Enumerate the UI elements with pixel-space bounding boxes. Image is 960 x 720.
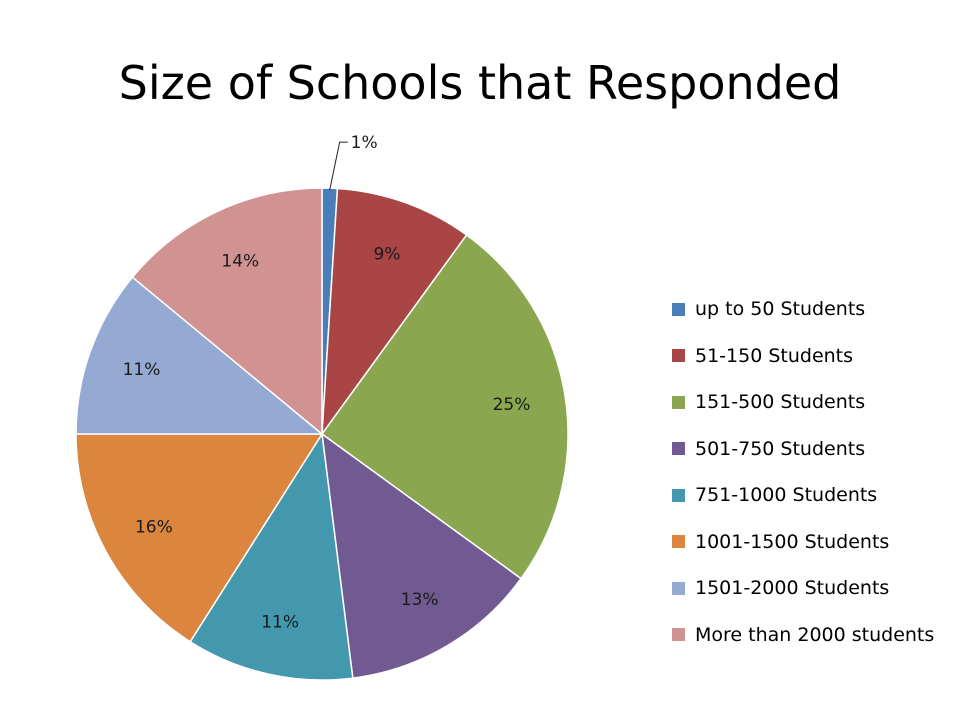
pie-slice-2 bbox=[321, 187, 468, 437]
slice-label-8: 14% bbox=[221, 251, 259, 271]
pie-slice-3 bbox=[320, 233, 569, 580]
slice-label-7: 11% bbox=[123, 360, 161, 380]
legend-swatch-4 bbox=[672, 442, 685, 456]
chart-title: Size of Schools that Responded bbox=[118, 56, 842, 110]
legend-item-4: 501-750 Students bbox=[672, 426, 934, 473]
slice-label-3: 25% bbox=[493, 395, 531, 415]
legend-item-8: More than 2000 students bbox=[672, 612, 934, 659]
legend-swatch-5 bbox=[672, 488, 685, 502]
pie-slice-4 bbox=[321, 432, 523, 679]
pie-slice-5 bbox=[189, 431, 354, 681]
slice-label-4: 13% bbox=[401, 590, 439, 610]
slice-label-6: 16% bbox=[135, 517, 173, 537]
legend-label-4: 501-750 Students bbox=[695, 437, 866, 460]
legend-swatch-2 bbox=[672, 349, 685, 363]
slice-label-5: 11% bbox=[261, 612, 299, 632]
legend-item-3: 151-500 Students bbox=[672, 379, 934, 426]
slice-leader-line-1 bbox=[329, 141, 348, 191]
pie-slice-6 bbox=[75, 433, 324, 643]
legend-label-7: 1501-2000 Students bbox=[695, 577, 890, 600]
legend-swatch-8 bbox=[672, 628, 685, 642]
legend-label-2: 51-150 Students bbox=[695, 344, 854, 367]
legend-label-1: up to 50 Students bbox=[695, 298, 866, 321]
legend-swatch-3 bbox=[672, 395, 685, 409]
legend-label-5: 751-1000 Students bbox=[695, 484, 878, 507]
pie-slice-8 bbox=[131, 187, 323, 436]
slice-label-2: 9% bbox=[374, 244, 401, 264]
legend-swatch-6 bbox=[672, 535, 685, 549]
legend-swatch-7 bbox=[672, 581, 685, 595]
slice-label-1: 1% bbox=[351, 133, 378, 153]
chart-legend: up to 50 Students 51-150 Students 151-500 … bbox=[672, 286, 934, 658]
legend-item-2: 51-150 Students bbox=[672, 333, 934, 380]
legend-item-1: up to 50 Students bbox=[672, 286, 934, 333]
pie-slice-7 bbox=[75, 276, 325, 435]
legend-label-6: 1001-1500 Students bbox=[695, 530, 890, 553]
legend-item-7: 1501-2000 Students bbox=[672, 565, 934, 612]
legend-label-8: More than 2000 students bbox=[695, 623, 935, 646]
legend-item-5: 751-1000 Students bbox=[672, 472, 934, 519]
legend-label-3: 151-500 Students bbox=[695, 391, 866, 414]
legend-item-6: 1001-1500 Students bbox=[672, 519, 934, 566]
legend-swatch-1 bbox=[672, 302, 685, 316]
